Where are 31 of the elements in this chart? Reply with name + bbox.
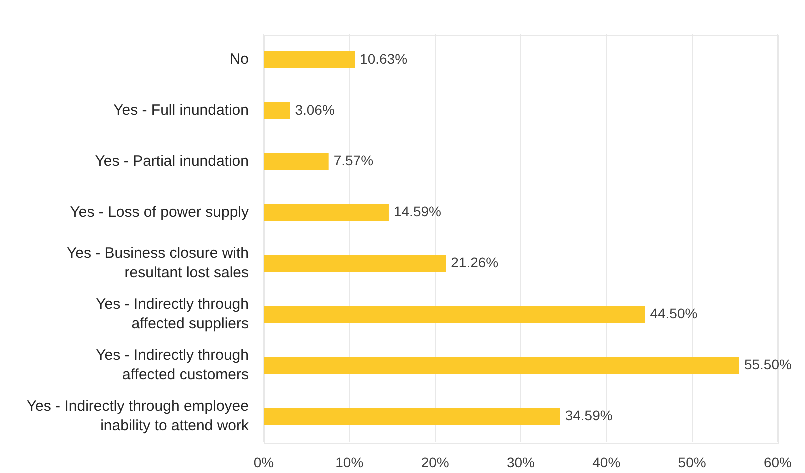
x-tick-label: 60% xyxy=(764,454,792,470)
bar xyxy=(264,52,356,68)
y-tick-label: Yes - Partial inundation xyxy=(95,152,249,170)
y-tick-label: Yes - Indirectly through affected customers xyxy=(96,346,249,384)
x-tick-label: 20% xyxy=(421,454,450,470)
bar xyxy=(264,357,740,374)
data-label: 7.57% xyxy=(334,152,374,169)
bar xyxy=(264,153,329,170)
data-label: 10.63% xyxy=(360,50,408,67)
y-tick-label: Yes - Loss of power supply xyxy=(70,204,250,221)
x-tick-label: 40% xyxy=(592,454,621,470)
bar xyxy=(264,102,290,120)
x-tick-label: 10% xyxy=(336,454,364,470)
data-label: 44.50% xyxy=(650,306,698,322)
bar xyxy=(264,204,389,222)
data-label: 55.50% xyxy=(744,356,792,372)
data-label: 21.26% xyxy=(451,254,499,271)
data-label: 3.06% xyxy=(295,102,335,118)
data-label: 34.59% xyxy=(565,407,613,424)
bar xyxy=(264,408,560,425)
bar xyxy=(264,255,446,272)
x-tick-label: 30% xyxy=(506,454,536,470)
y-tick-label: Yes - Indirectly through employee inability to attend work xyxy=(26,398,250,434)
y-tick-label: Yes - Business closure with resultant lost sales xyxy=(66,245,249,282)
x-tick-label: 0% xyxy=(254,454,274,470)
y-tick-label: Yes - Indirectly through affected suppliers xyxy=(96,296,249,333)
bar xyxy=(264,306,646,324)
data-label: 14.59% xyxy=(394,204,442,220)
x-tick-label: 50% xyxy=(678,454,706,470)
y-tick-label: Yes - Full inundation xyxy=(114,102,249,120)
y-tick-label: No xyxy=(230,51,249,68)
